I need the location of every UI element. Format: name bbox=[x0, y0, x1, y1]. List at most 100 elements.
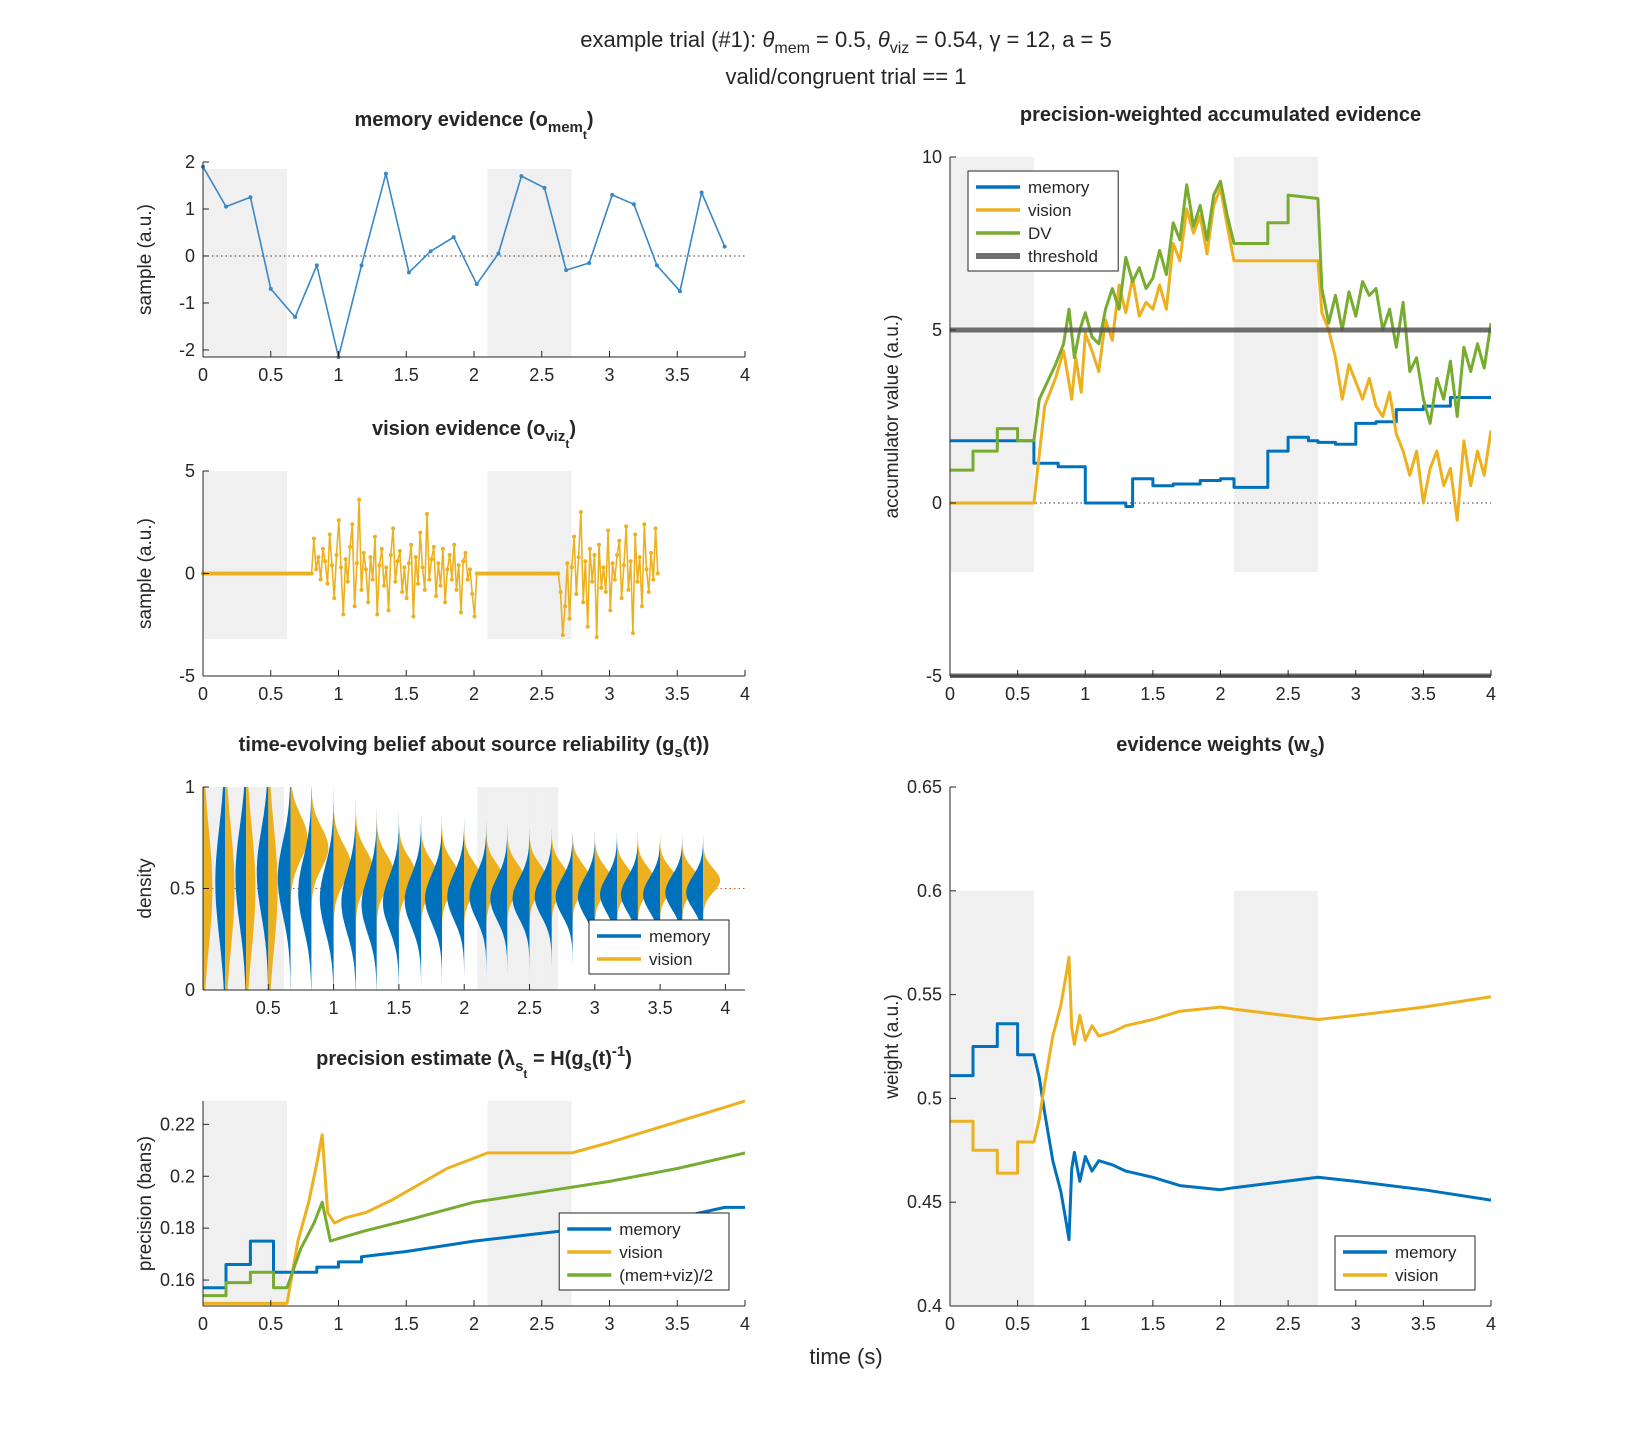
theta-sub-mem: mem bbox=[774, 40, 810, 57]
data-point bbox=[590, 579, 595, 584]
y-tick-label: -5 bbox=[926, 666, 942, 686]
data-point bbox=[425, 512, 430, 517]
title-mid2: (t) bbox=[592, 1048, 612, 1070]
x-tick-label: 2 bbox=[469, 684, 479, 704]
data-point bbox=[316, 555, 321, 560]
data-point bbox=[384, 565, 389, 570]
data-point bbox=[341, 612, 346, 617]
data-point bbox=[699, 190, 704, 195]
data-point bbox=[224, 204, 229, 209]
x-tick-label: 3 bbox=[1351, 1314, 1361, 1334]
x-tick-label: 0 bbox=[198, 365, 208, 385]
data-point bbox=[576, 555, 581, 560]
violin-memory bbox=[555, 787, 573, 990]
violin-memory bbox=[534, 787, 552, 990]
data-point bbox=[386, 608, 391, 613]
data-point bbox=[248, 195, 253, 200]
panel-title: memory evidence (omemt) bbox=[354, 109, 593, 142]
data-point bbox=[474, 282, 479, 287]
data-point bbox=[440, 546, 445, 551]
x-tick-label: 4 bbox=[1486, 684, 1496, 704]
legend-box bbox=[588, 919, 730, 975]
data-point bbox=[599, 585, 604, 590]
violin-memory bbox=[469, 787, 487, 990]
violin-vision bbox=[246, 787, 256, 990]
data-point bbox=[583, 559, 588, 564]
shaded-interval bbox=[950, 890, 1034, 1306]
title-sub2: s bbox=[584, 1058, 592, 1075]
data-point bbox=[388, 553, 393, 558]
data-point bbox=[606, 528, 611, 533]
data-point bbox=[615, 553, 620, 558]
data-point bbox=[635, 579, 640, 584]
data-point bbox=[642, 522, 647, 527]
data-point bbox=[677, 289, 682, 294]
legend-label: vision bbox=[619, 1243, 662, 1262]
data-point bbox=[431, 544, 436, 549]
x-tick-label: 1.5 bbox=[394, 684, 419, 704]
data-point bbox=[320, 546, 325, 551]
figure-title: example trial (#1): θmem = 0.5, θviz = 0… bbox=[580, 27, 1112, 89]
x-tick-label: 0.5 bbox=[258, 684, 283, 704]
x-tick-label: 2.5 bbox=[1276, 684, 1301, 704]
data-point bbox=[470, 592, 475, 596]
title-end: ) bbox=[1318, 734, 1325, 756]
data-point bbox=[472, 614, 477, 619]
title-text: memory evidence (o bbox=[354, 109, 547, 131]
y-tick-label: -5 bbox=[179, 666, 195, 686]
data-point bbox=[436, 561, 441, 566]
data-point bbox=[581, 600, 586, 605]
data-point bbox=[722, 244, 727, 249]
data-point bbox=[323, 559, 328, 564]
data-point bbox=[428, 249, 433, 254]
data-point bbox=[633, 532, 638, 537]
data-point bbox=[592, 553, 597, 558]
x-tick-label: 1 bbox=[333, 1314, 343, 1334]
violin-memory bbox=[643, 787, 661, 990]
data-point bbox=[293, 315, 298, 320]
x-tick-label: 1 bbox=[333, 684, 343, 704]
data-point bbox=[393, 579, 398, 584]
legend-box bbox=[558, 1212, 730, 1291]
data-point bbox=[359, 263, 364, 268]
x-tick-label: 3 bbox=[604, 684, 614, 704]
x-tick-label: 1.5 bbox=[394, 365, 419, 385]
x-tick-label: 2 bbox=[1215, 684, 1225, 704]
x-tick-label: 0.5 bbox=[256, 998, 281, 1018]
title-subsub: t bbox=[523, 1067, 527, 1081]
data-point bbox=[314, 263, 319, 268]
data-point bbox=[449, 577, 454, 582]
violin-vision bbox=[311, 787, 329, 990]
x-tick-label: 2 bbox=[459, 998, 469, 1018]
y-tick-label: 2 bbox=[185, 152, 195, 172]
violin-memory bbox=[404, 787, 422, 990]
legend-label: vision bbox=[1028, 201, 1071, 220]
panel-title: evidence weights (ws) bbox=[1116, 734, 1324, 761]
x-tick-label: 4 bbox=[740, 684, 750, 704]
panel-title: vision evidence (ovizt) bbox=[372, 418, 576, 451]
title-sub: viz bbox=[545, 428, 565, 445]
series-vision bbox=[950, 186, 1491, 522]
y-tick-label: 0.16 bbox=[160, 1270, 195, 1290]
data-point bbox=[427, 577, 432, 582]
data-point bbox=[458, 610, 463, 615]
title-sub: mem bbox=[548, 119, 583, 136]
x-tick-label: 3.5 bbox=[1411, 1314, 1436, 1334]
data-point bbox=[370, 577, 375, 582]
data-point bbox=[397, 548, 402, 553]
data-point bbox=[314, 567, 319, 572]
data-point bbox=[565, 561, 570, 566]
data-point bbox=[644, 567, 649, 572]
x-tick-label: 2.5 bbox=[529, 365, 554, 385]
title-end: ) bbox=[569, 418, 576, 440]
violin-vision bbox=[268, 787, 278, 990]
data-point bbox=[415, 581, 420, 586]
data-point bbox=[345, 579, 350, 584]
data-point bbox=[624, 524, 629, 529]
data-point bbox=[603, 589, 608, 594]
violin-memory bbox=[215, 787, 226, 990]
title-sub: s bbox=[515, 1058, 523, 1075]
data-point bbox=[651, 577, 656, 582]
